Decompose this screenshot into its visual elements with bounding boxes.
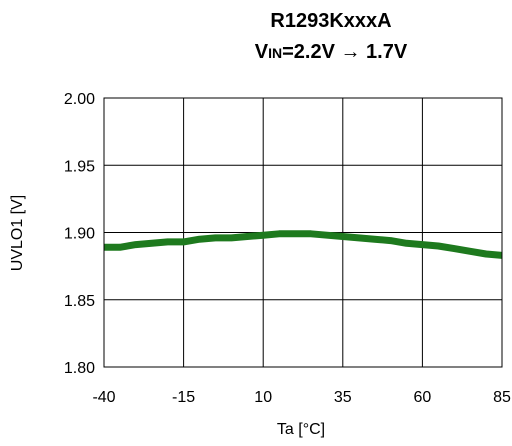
x-tick-label: 10	[254, 389, 272, 406]
x-axis-label: Ta [°C]	[277, 421, 325, 438]
y-tick-label: 1.90	[64, 226, 95, 243]
x-tick-label: -15	[172, 389, 195, 406]
series-line	[104, 230, 503, 259]
series-layer	[104, 230, 503, 259]
y-tick-label: 1.85	[64, 293, 95, 310]
y-tick-labels: 1.80 1.85 1.90 1.95 2.00	[64, 91, 95, 377]
x-tick-labels: -40 -15 10 35 60 85	[92, 389, 511, 406]
x-tick-label: 60	[414, 389, 432, 406]
chart-subtitle: VIN=2.2V → 1.7V	[255, 41, 408, 63]
y-axis-label: UVLO1 [V]	[9, 195, 26, 271]
chart-title: R1293KxxxA	[270, 10, 391, 32]
x-tick-label: 35	[334, 389, 352, 406]
x-tick-label: 85	[493, 389, 511, 406]
y-tick-label: 2.00	[64, 91, 95, 108]
chart-subtitle-prefix: V	[255, 41, 269, 63]
plot-frame	[103, 97, 503, 368]
y-tick-label: 1.95	[64, 158, 95, 175]
y-tick-label: 1.80	[64, 360, 95, 377]
chart-subtitle-sub: IN	[268, 45, 282, 61]
x-tick-label: -40	[92, 389, 115, 406]
chart-subtitle-rest: =2.2V → 1.7V	[282, 41, 408, 63]
